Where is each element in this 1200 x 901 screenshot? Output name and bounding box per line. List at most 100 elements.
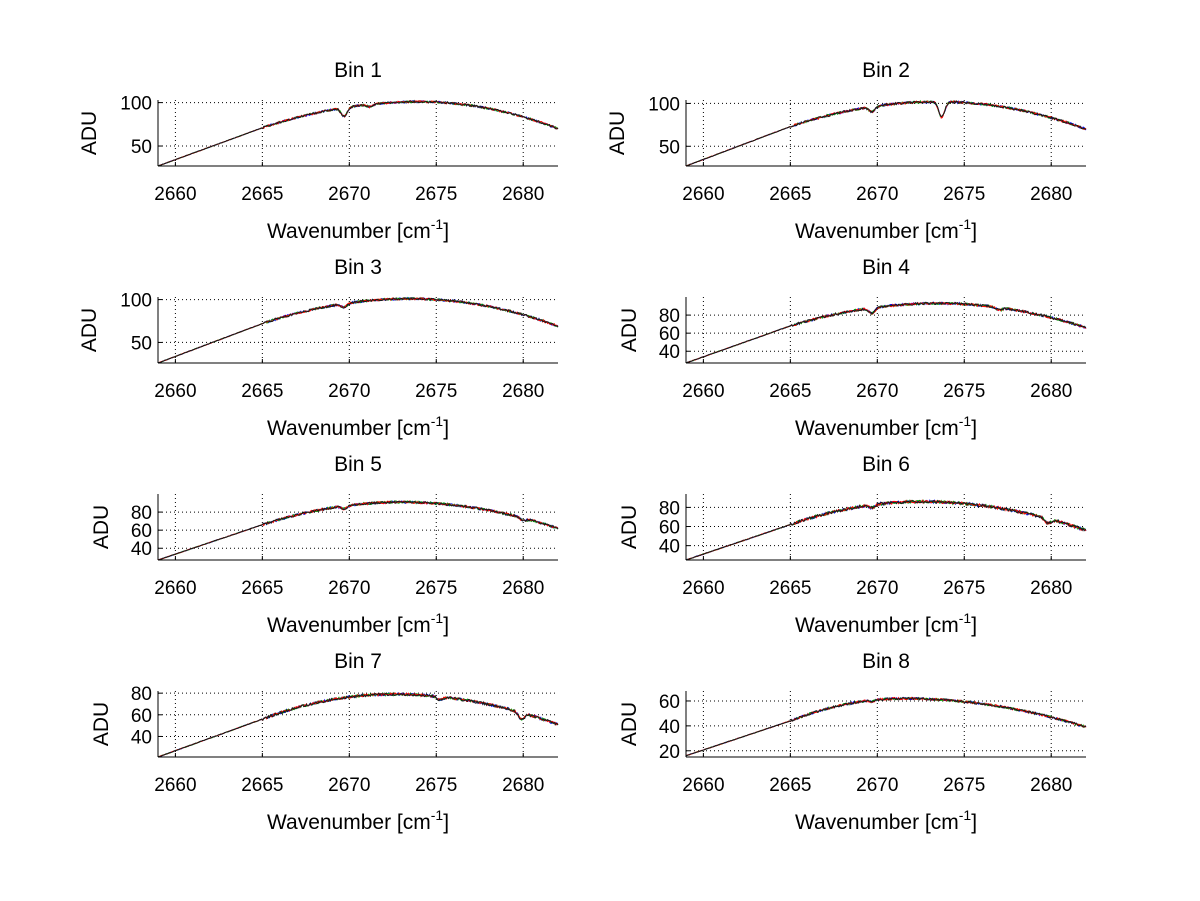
y-axis-label: ADU — [78, 111, 101, 155]
x-tick-label: 2660 — [682, 578, 724, 599]
y-axis-label: ADU — [90, 505, 113, 549]
series-line-1 — [157, 692, 559, 758]
x-axis-label-main: Wavenumber [cm — [795, 220, 959, 243]
x-tick-label: 2675 — [943, 775, 985, 796]
x-axis-label-end: ] — [971, 614, 977, 637]
x-axis-label-main: Wavenumber [cm — [267, 811, 431, 834]
y-axis-label: ADU — [606, 111, 629, 155]
x-tick-label: 2665 — [769, 775, 811, 796]
y-tick-label: 100 — [120, 291, 152, 312]
x-tick-label: 2665 — [769, 184, 811, 205]
x-axis-label-sup: -1 — [959, 413, 972, 429]
y-tick-label: 60 — [131, 521, 152, 542]
y-tick-label: 40 — [659, 717, 680, 738]
plot-area — [686, 100, 1086, 166]
y-tick-label: 60 — [131, 706, 152, 727]
x-tick-label: 2675 — [943, 381, 985, 402]
x-axis-label: Wavenumber [cm-1] — [795, 216, 977, 243]
subplot-title: Bin 3 — [334, 256, 382, 279]
subplot-bin-8: 2660 2665 2670 2675 2680 20 40 60 Bin 8 Wavenumbe… — [618, 650, 1087, 834]
x-tick-label: 2680 — [502, 775, 544, 796]
x-tick-label: 2660 — [154, 184, 196, 205]
series-line-4 — [157, 691, 559, 758]
subplot-title: Bin 4 — [862, 256, 910, 279]
x-tick-label: 2675 — [943, 578, 985, 599]
series-line-2 — [157, 692, 559, 758]
x-axis-label-sup: -1 — [959, 216, 972, 232]
x-tick-label: 2670 — [856, 381, 898, 402]
x-axis-label-end: ] — [971, 811, 977, 834]
subplot-title: Bin 1 — [334, 59, 382, 82]
series-line-3 — [157, 692, 559, 758]
x-tick-label: 2670 — [856, 578, 898, 599]
x-tick-label: 2680 — [1030, 578, 1072, 599]
x-axis-label-end: ] — [443, 220, 449, 243]
series-line-2 — [685, 697, 1087, 757]
series-line-1 — [685, 499, 1087, 561]
series-line-2 — [157, 296, 559, 364]
plot-area — [158, 297, 558, 363]
series-line-4 — [157, 500, 559, 561]
x-tick-label: 2680 — [1030, 775, 1072, 796]
series-line-3 — [157, 99, 559, 167]
y-tick-label: 40 — [659, 342, 680, 363]
x-tick-label: 2675 — [415, 381, 457, 402]
series-line-4 — [685, 499, 1087, 561]
y-tick-label: 40 — [131, 727, 152, 748]
x-tick-label: 2680 — [1030, 381, 1072, 402]
x-axis-label-main: Wavenumber [cm — [795, 811, 959, 834]
x-tick-label: 2670 — [328, 578, 370, 599]
y-tick-label: 40 — [131, 539, 152, 560]
subplot-title: Bin 8 — [862, 650, 910, 673]
x-axis-label-main: Wavenumber [cm — [267, 220, 431, 243]
series-line-4 — [157, 99, 559, 167]
x-axis-label-sup: -1 — [431, 807, 444, 823]
x-axis-label-sup: -1 — [431, 413, 444, 429]
x-tick-label: 2670 — [856, 775, 898, 796]
x-axis-label-sup: -1 — [431, 216, 444, 232]
y-tick-label: 80 — [131, 684, 152, 705]
x-axis-label-sup: -1 — [959, 807, 972, 823]
x-axis-label-main: Wavenumber [cm — [267, 417, 431, 440]
x-axis-label-end: ] — [443, 614, 449, 637]
y-tick-label: 20 — [659, 742, 680, 763]
y-tick-label: 60 — [659, 692, 680, 713]
x-tick-label: 2675 — [415, 775, 457, 796]
x-tick-label: 2670 — [856, 184, 898, 205]
x-axis-label-end: ] — [443, 811, 449, 834]
series-line-3 — [685, 696, 1087, 757]
y-axis-label: ADU — [90, 702, 113, 746]
x-tick-label: 2675 — [943, 184, 985, 205]
y-tick-label: 80 — [659, 306, 680, 327]
x-tick-label: 2665 — [769, 578, 811, 599]
y-axis-label: ADU — [78, 308, 101, 352]
y-axis-label: ADU — [618, 308, 641, 352]
y-tick-label: 60 — [659, 518, 680, 539]
x-tick-label: 2670 — [328, 775, 370, 796]
x-axis-label-end: ] — [971, 417, 977, 440]
x-axis-label: Wavenumber [cm-1] — [267, 413, 449, 440]
x-tick-label: 2680 — [1030, 184, 1072, 205]
subplot-title: Bin 6 — [862, 453, 910, 476]
x-tick-label: 2680 — [502, 184, 544, 205]
x-tick-label: 2665 — [241, 578, 283, 599]
y-axis-label: ADU — [618, 702, 641, 746]
x-axis-label-main: Wavenumber [cm — [267, 614, 431, 637]
x-tick-label: 2675 — [415, 578, 457, 599]
x-tick-label: 2660 — [682, 775, 724, 796]
x-tick-label: 2665 — [769, 381, 811, 402]
x-axis-label-end: ] — [443, 417, 449, 440]
subplot-bin-3: 2660 2665 2670 2675 2680 50 100 Bin 3 Wavenumber… — [78, 256, 559, 440]
series-line-4 — [685, 696, 1087, 757]
x-axis-label-sup: -1 — [431, 610, 444, 626]
y-tick-label: 80 — [131, 503, 152, 524]
subplot-title: Bin 5 — [334, 453, 382, 476]
x-tick-label: 2670 — [328, 381, 370, 402]
x-tick-label: 2665 — [241, 381, 283, 402]
x-axis-label: Wavenumber [cm-1] — [267, 807, 449, 834]
series-line-3 — [685, 499, 1087, 561]
y-tick-label: 100 — [648, 94, 680, 115]
